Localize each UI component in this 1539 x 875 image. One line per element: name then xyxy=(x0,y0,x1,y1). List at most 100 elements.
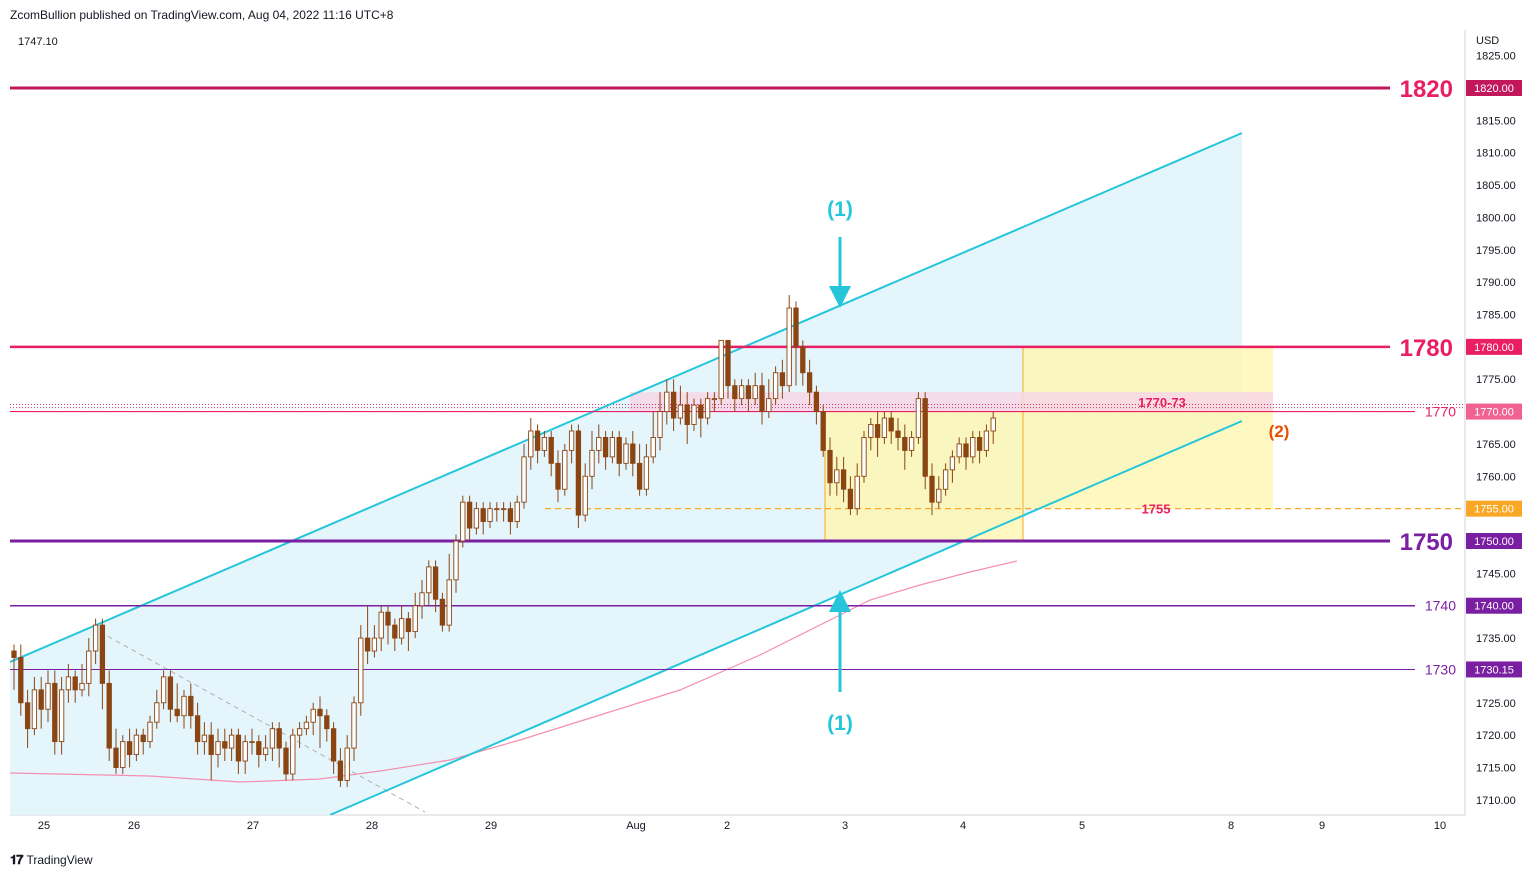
candle-body xyxy=(568,430,575,451)
y-tick-label: 1815.00 xyxy=(1476,115,1516,127)
candle-body xyxy=(745,385,752,400)
candle-body xyxy=(990,417,996,432)
candle-body xyxy=(371,637,378,652)
candle-body xyxy=(18,657,24,704)
x-tick-label: 9 xyxy=(1319,820,1325,832)
tradingview-logo-icon: 𝟏𝟕 xyxy=(10,852,24,867)
candle-body xyxy=(582,475,588,516)
x-tick-label: 10 xyxy=(1434,820,1446,832)
candle-body xyxy=(167,676,174,710)
candle-body xyxy=(643,456,650,490)
candle-body xyxy=(453,540,459,581)
candle-body xyxy=(303,721,310,730)
candle-body xyxy=(269,728,276,749)
plot-area xyxy=(10,86,1465,815)
candle-body xyxy=(38,689,44,710)
y-tick-label: 1725.00 xyxy=(1476,698,1516,710)
candle-body xyxy=(324,715,330,730)
candle-body xyxy=(276,728,282,749)
level-label-1750: 1750 xyxy=(1400,529,1453,556)
candle-body xyxy=(854,475,860,510)
candle-body xyxy=(392,624,398,639)
x-tick-label: 29 xyxy=(485,820,497,832)
candle-body xyxy=(507,508,514,523)
candle-body xyxy=(636,462,643,490)
candle-body xyxy=(487,508,493,523)
candle-body xyxy=(99,624,106,684)
candle-body xyxy=(548,437,554,464)
candle-body xyxy=(888,417,894,432)
y-tick-label: 1785.00 xyxy=(1476,310,1516,322)
candle-body xyxy=(963,443,969,458)
candle-body xyxy=(922,398,928,477)
zone-label-1770-73: 1770-73 xyxy=(1138,395,1186,410)
candle-body xyxy=(725,339,731,387)
candle-body xyxy=(514,501,520,523)
candle-body xyxy=(283,747,289,775)
y-tick-label: 1805.00 xyxy=(1476,180,1516,192)
level-1755-badge-text: 1755.00 xyxy=(1474,504,1514,516)
candle-body xyxy=(623,443,629,464)
candle-body xyxy=(698,404,704,419)
candle-body xyxy=(215,741,221,756)
level-1755-label: 1755 xyxy=(1142,502,1171,517)
candle-body xyxy=(936,488,942,503)
candle-body xyxy=(154,702,160,723)
candle-body xyxy=(895,430,901,438)
candle-body xyxy=(140,734,146,743)
candle-body xyxy=(813,391,820,413)
channel-upper-line xyxy=(10,132,1243,663)
candle-body xyxy=(657,411,663,438)
candle-body xyxy=(58,689,65,743)
candle-body xyxy=(609,437,616,458)
y-tick-label: 1765.00 xyxy=(1476,439,1516,451)
candle-body xyxy=(86,650,92,684)
publisher-header: ZcomBullion published on TradingView.com… xyxy=(10,8,394,22)
candle-body xyxy=(602,437,609,458)
candle-body xyxy=(256,741,262,756)
level-1780-badge-text: 1780.00 xyxy=(1474,342,1514,354)
candle-body xyxy=(684,404,690,425)
y-tick-label: 1775.00 xyxy=(1476,374,1516,386)
candle-body xyxy=(412,605,418,633)
candle-body xyxy=(31,689,38,730)
candle-body xyxy=(242,741,248,762)
candle-body xyxy=(732,385,738,400)
candle-body xyxy=(208,734,214,756)
candle-body xyxy=(351,702,357,749)
candle-body xyxy=(290,734,296,775)
candle-body xyxy=(800,346,806,374)
level-1750-badge-text: 1750.00 xyxy=(1474,536,1514,548)
candle-body xyxy=(929,475,935,503)
candle-body xyxy=(160,676,167,704)
level-1770-badge-text: 1770.00 xyxy=(1474,407,1514,419)
candle-body xyxy=(677,404,684,419)
candle-body xyxy=(772,372,779,400)
annotation-top: (1) xyxy=(827,198,853,221)
candle-body xyxy=(793,307,799,348)
candle-body xyxy=(752,385,758,400)
x-tick-label: 3 xyxy=(842,820,848,832)
candle-body xyxy=(113,747,119,768)
footer-brand[interactable]: 𝟏𝟕 TradingView xyxy=(0,845,1539,875)
candle-body xyxy=(52,682,58,743)
candle-body xyxy=(908,437,915,451)
candle-body xyxy=(473,508,480,529)
overlays: (1) (1) (2) 1770-73 1755 1820 1820.00 1780 1780.… xyxy=(827,76,1522,735)
level-1820-badge xyxy=(1466,80,1522,96)
candle-body xyxy=(847,488,854,510)
currency-label: USD xyxy=(1476,35,1499,47)
price-chart[interactable]: 1710.001715.001720.001725.001730.001735.… xyxy=(0,0,1539,845)
candle-body xyxy=(446,579,452,626)
candle-body xyxy=(575,430,582,516)
candle-body xyxy=(806,372,813,393)
candle-body xyxy=(670,391,677,419)
candle-body xyxy=(976,437,983,451)
channel-fill xyxy=(10,133,1242,815)
candle-body xyxy=(426,566,432,594)
x-tick-label: 25 xyxy=(38,820,50,832)
y-tick-label: 1760.00 xyxy=(1476,471,1516,483)
level-1740-badge-text: 1740.00 xyxy=(1474,601,1514,613)
level-1730-badge-text: 1730.15 xyxy=(1474,664,1514,676)
y-tick-label: 1790.00 xyxy=(1476,277,1516,289)
